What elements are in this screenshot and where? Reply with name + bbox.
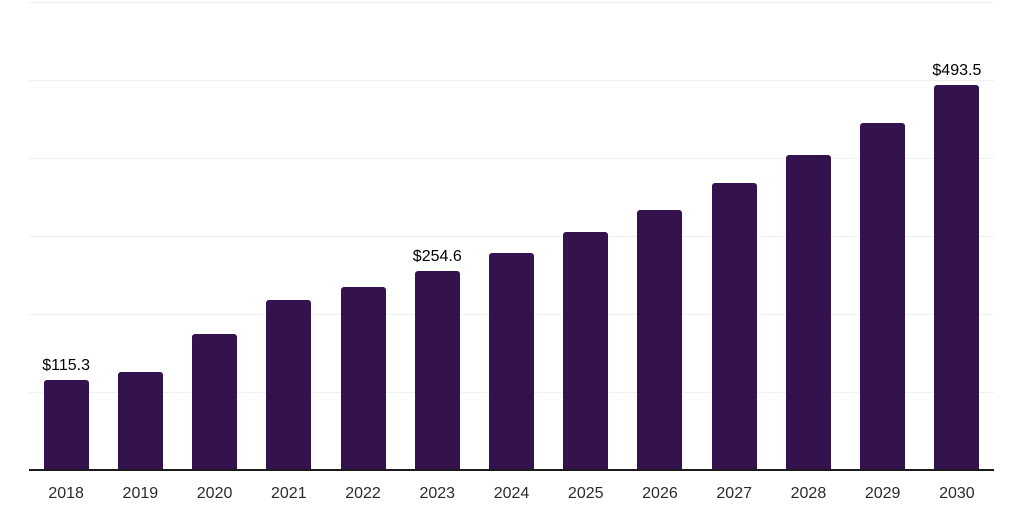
- bar-2021: [266, 300, 312, 470]
- x-tick-2019: 2019: [122, 485, 159, 502]
- x-tick-2026: 2026: [642, 485, 678, 502]
- x-tick-2018: 2018: [48, 485, 84, 502]
- gridline-400: [29, 158, 994, 159]
- bar-2029: [860, 122, 906, 470]
- x-tick-2020: 2020: [196, 485, 233, 502]
- bar-2020: [192, 334, 238, 470]
- bar-2026: [637, 209, 683, 470]
- plot-area: $115.3 $254.6 $493.5: [29, 2, 994, 470]
- data-label-2023: $254.6: [412, 248, 462, 266]
- bar-2030: [934, 85, 980, 470]
- gridline-500: [29, 80, 994, 81]
- x-tick-2029: 2029: [864, 485, 901, 502]
- x-tick-2023: 2023: [419, 485, 456, 502]
- x-axis-line: [29, 469, 994, 471]
- x-tick-2025: 2025: [567, 485, 604, 502]
- bar-2025: [563, 232, 609, 470]
- bar-2018: [43, 380, 89, 470]
- x-tick-2024: 2024: [493, 485, 530, 502]
- bar-2024: [489, 252, 534, 470]
- data-label-2030: $493.5: [932, 62, 982, 80]
- x-tick-2027: 2027: [716, 485, 752, 502]
- bar-2028: [785, 154, 831, 470]
- x-tick-2021: 2021: [271, 485, 307, 502]
- gridline-600: [29, 2, 994, 3]
- x-tick-2030: 2030: [939, 485, 975, 502]
- data-label-2018: $115.3: [42, 357, 90, 375]
- x-tick-2022: 2022: [345, 485, 381, 502]
- bar-2022: [340, 287, 386, 470]
- x-tick-2028: 2028: [790, 485, 827, 502]
- bar-2023: [414, 271, 460, 470]
- bar-2019: [117, 371, 163, 470]
- gridline-300: [29, 236, 994, 237]
- bar-2027: [711, 183, 757, 470]
